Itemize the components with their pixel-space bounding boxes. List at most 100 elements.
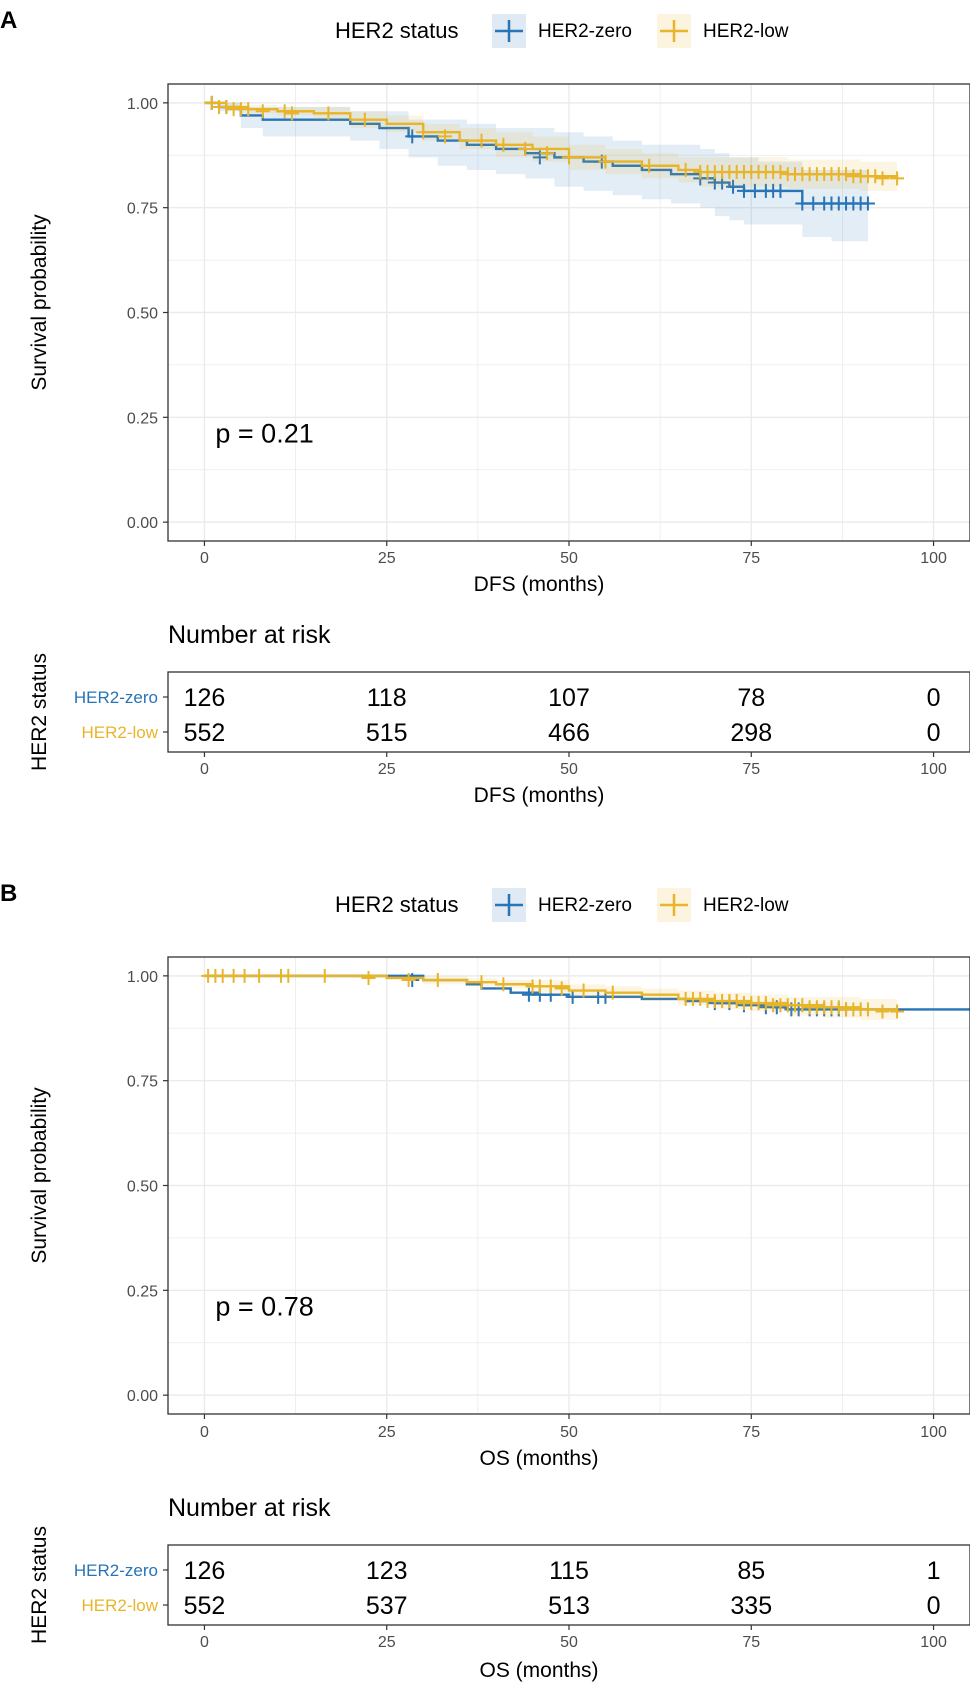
risk-x-tick-label: 50 [560, 1634, 578, 1651]
censor-mark [321, 106, 336, 121]
censor-mark [532, 150, 547, 165]
censor-mark [868, 169, 883, 184]
censor-marks-her2-low [204, 95, 905, 186]
risk-count-her2-zero: 118 [367, 684, 407, 712]
censor-mark [678, 162, 693, 177]
risk-count-her2-low: 335 [730, 1592, 772, 1620]
censor-mark [241, 102, 256, 117]
y-tick-label: 0.75 [127, 1074, 158, 1091]
plot-area: p = 0.78 [167, 956, 970, 1415]
survival-curve-her2-low [204, 974, 899, 1012]
risk-count-her2-low: 0 [927, 719, 941, 747]
risk-count-her2-low: 466 [548, 719, 590, 747]
legend-title: HER2 status [335, 892, 459, 917]
censor-mark [543, 979, 558, 994]
legend-entry-her2-low: HER2-low [703, 895, 789, 916]
x-tick-label: 100 [920, 1424, 947, 1441]
risk-count-her2-low: 537 [366, 1592, 408, 1620]
censor-mark [565, 989, 580, 1004]
x-axis-label: DFS (months) [474, 573, 605, 596]
risk-x-tick-label: 0 [200, 761, 209, 778]
y-tick-label: 0.50 [127, 1179, 158, 1196]
y-axis-label: Survival probability [28, 214, 51, 391]
censor-mark [860, 1002, 875, 1017]
censor-mark [598, 154, 613, 169]
x-tick-label: 25 [378, 550, 396, 567]
censor-mark [540, 146, 555, 161]
risk-y-axis-label: HER2 status [28, 1526, 51, 1644]
risk-table: Number at risk HER2-zero 126 123 115 85 1 HER2-… [28, 1494, 970, 1682]
censor-mark [252, 968, 267, 983]
censor-mark [518, 141, 533, 156]
y-tick-label: 1.00 [127, 96, 158, 113]
risk-x-tick-label: 100 [920, 1634, 947, 1651]
risk-count-her2-low: 298 [730, 719, 772, 747]
legend-entry-her2-zero: HER2-zero [538, 895, 632, 916]
censor-mark [474, 975, 489, 990]
censor-mark [642, 158, 657, 173]
ci-band-her2-zero [204, 102, 868, 242]
risk-x-tick-label: 25 [378, 1634, 396, 1651]
risk-x-tick-label: 25 [378, 761, 396, 778]
censor-mark [839, 167, 854, 182]
panel-label: B [0, 880, 17, 907]
p-value: p = 0.21 [215, 418, 313, 448]
risk-count-her2-zero: 85 [737, 1557, 765, 1585]
x-tick-label: 50 [560, 550, 578, 567]
censor-mark [496, 137, 511, 152]
plot-area: p = 0.21 [167, 83, 970, 542]
risk-count-her2-zero: 115 [549, 1557, 589, 1585]
censor-mark [729, 994, 744, 1009]
censor-mark [284, 106, 299, 121]
legend-title: HER2 status [335, 18, 459, 43]
censor-mark [438, 129, 453, 144]
risk-count-her2-zero: 0 [927, 684, 941, 712]
censor-mark [219, 100, 234, 115]
risk-x-tick-label: 50 [560, 761, 578, 778]
risk-count-her2-zero: 126 [184, 684, 226, 712]
risk-row-label-her2-low: HER2-low [81, 1596, 158, 1615]
risk-count-her2-zero: 123 [366, 1557, 408, 1585]
risk-count-her2-zero: 78 [737, 684, 765, 712]
censor-marks-her2-low [201, 968, 905, 1019]
y-tick-label: 0.00 [127, 515, 158, 532]
censor-mark [860, 196, 875, 211]
legend: HER2 status HER2-zero HER2-low [335, 14, 789, 48]
censor-mark [758, 996, 773, 1011]
censor-mark [496, 977, 511, 992]
censor-mark [361, 970, 376, 985]
censor-mark [562, 150, 576, 165]
risk-x-tick-label: 75 [742, 761, 760, 778]
x-tick-label: 0 [200, 1424, 209, 1441]
censor-mark [831, 1000, 846, 1015]
censor-mark [875, 171, 890, 186]
x-tick-label: 75 [742, 1424, 760, 1441]
censor-mark [605, 985, 620, 1000]
y-tick-label: 0.50 [127, 306, 158, 323]
axes: 0.00 0.25 0.50 0.75 1.00 0 25 50 75 100 OS (months… [28, 969, 947, 1470]
y-tick-label: 0.25 [127, 1283, 158, 1300]
risk-y-axis-label: HER2 status [28, 653, 51, 771]
censor-mark [237, 968, 252, 983]
risk-count-her2-zero: 126 [184, 1557, 226, 1585]
censor-mark [890, 171, 905, 186]
censor-mark [576, 983, 591, 998]
risk-table-title: Number at risk [168, 1494, 331, 1522]
y-tick-label: 1.00 [127, 969, 158, 986]
censor-mark [204, 95, 219, 110]
panel-label: A [0, 7, 17, 34]
x-tick-label: 50 [560, 1424, 578, 1441]
x-tick-label: 100 [920, 550, 947, 567]
p-value: p = 0.78 [215, 1291, 313, 1321]
risk-row-label-her2-zero: HER2-zero [74, 688, 158, 707]
risk-count-her2-low: 515 [366, 719, 408, 747]
risk-row-label-her2-low: HER2-low [81, 723, 158, 742]
axes: 0.00 0.25 0.50 0.75 1.00 0 25 50 75 100 DFS (month… [28, 96, 947, 596]
legend: HER2 status HER2-zero HER2-low [335, 888, 789, 922]
y-tick-label: 0.75 [127, 201, 158, 218]
censor-mark [416, 125, 431, 140]
x-axis-label: OS (months) [479, 1447, 598, 1470]
